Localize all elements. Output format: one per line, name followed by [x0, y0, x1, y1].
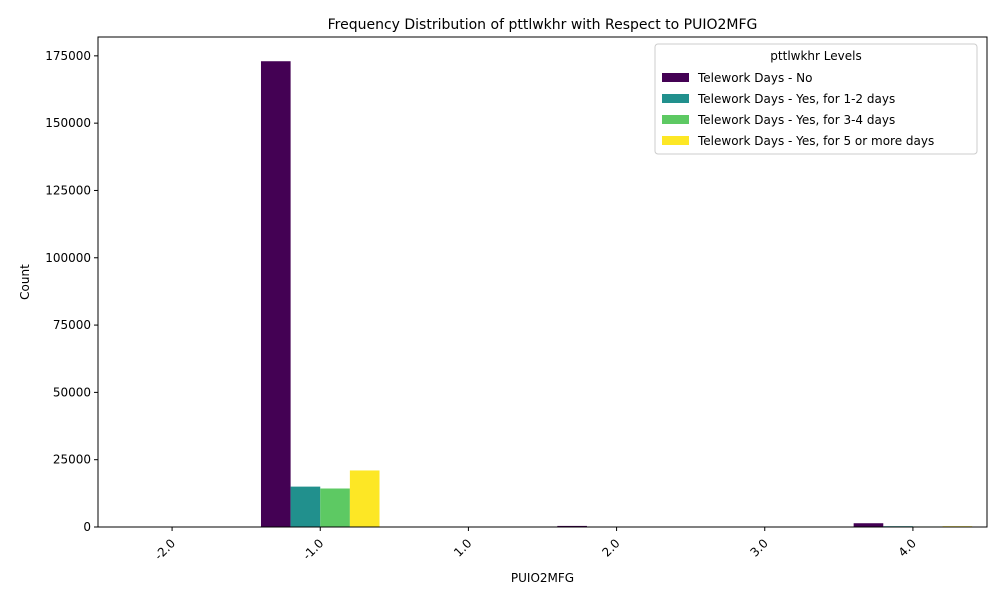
- legend-swatch: [662, 94, 689, 103]
- bar: [349, 470, 380, 527]
- y-tick-label: 0: [83, 520, 91, 534]
- bar: [260, 61, 291, 527]
- chart-title: Frequency Distribution of pttlwkhr with …: [328, 17, 758, 33]
- legend-box: [654, 43, 978, 155]
- y-axis: 0 25000 50000 75000 100000 125000 150000 175000: [45, 49, 98, 534]
- y-tick-label: 75000: [53, 318, 91, 332]
- y-tick-label: 125000: [45, 183, 91, 197]
- y-tick-label: 25000: [53, 453, 91, 467]
- bars-group: [260, 61, 973, 527]
- legend-swatch: [662, 136, 689, 145]
- bar: [853, 523, 884, 527]
- legend-swatch: [662, 73, 689, 82]
- x-axis-title: PUIO2MFG: [511, 571, 574, 585]
- legend-label: Telework Days - Yes, for 3-4 days: [697, 113, 895, 127]
- y-axis-title: Count: [18, 264, 32, 300]
- y-tick-label: 100000: [45, 251, 91, 265]
- y-tick-label: 50000: [53, 385, 91, 399]
- y-tick-label: 175000: [45, 49, 91, 63]
- y-tick-label: 150000: [45, 116, 91, 130]
- legend-label: Telework Days - Yes, for 5 or more days: [697, 134, 934, 148]
- legend: pttlwkhr Levels Telework Days - NoTelewo…: [654, 43, 978, 155]
- plot-frame: [97, 36, 988, 528]
- bar: [320, 488, 350, 527]
- bar: [290, 486, 321, 527]
- legend-label: Telework Days - No: [697, 71, 812, 85]
- bar: [557, 525, 587, 527]
- legend-label: Telework Days - Yes, for 1-2 days: [697, 92, 895, 106]
- legend-title: pttlwkhr Levels: [770, 49, 861, 63]
- legend-items: Telework Days - No Telework Days - Yes, f…: [662, 71, 934, 148]
- legend-swatch: [662, 115, 689, 124]
